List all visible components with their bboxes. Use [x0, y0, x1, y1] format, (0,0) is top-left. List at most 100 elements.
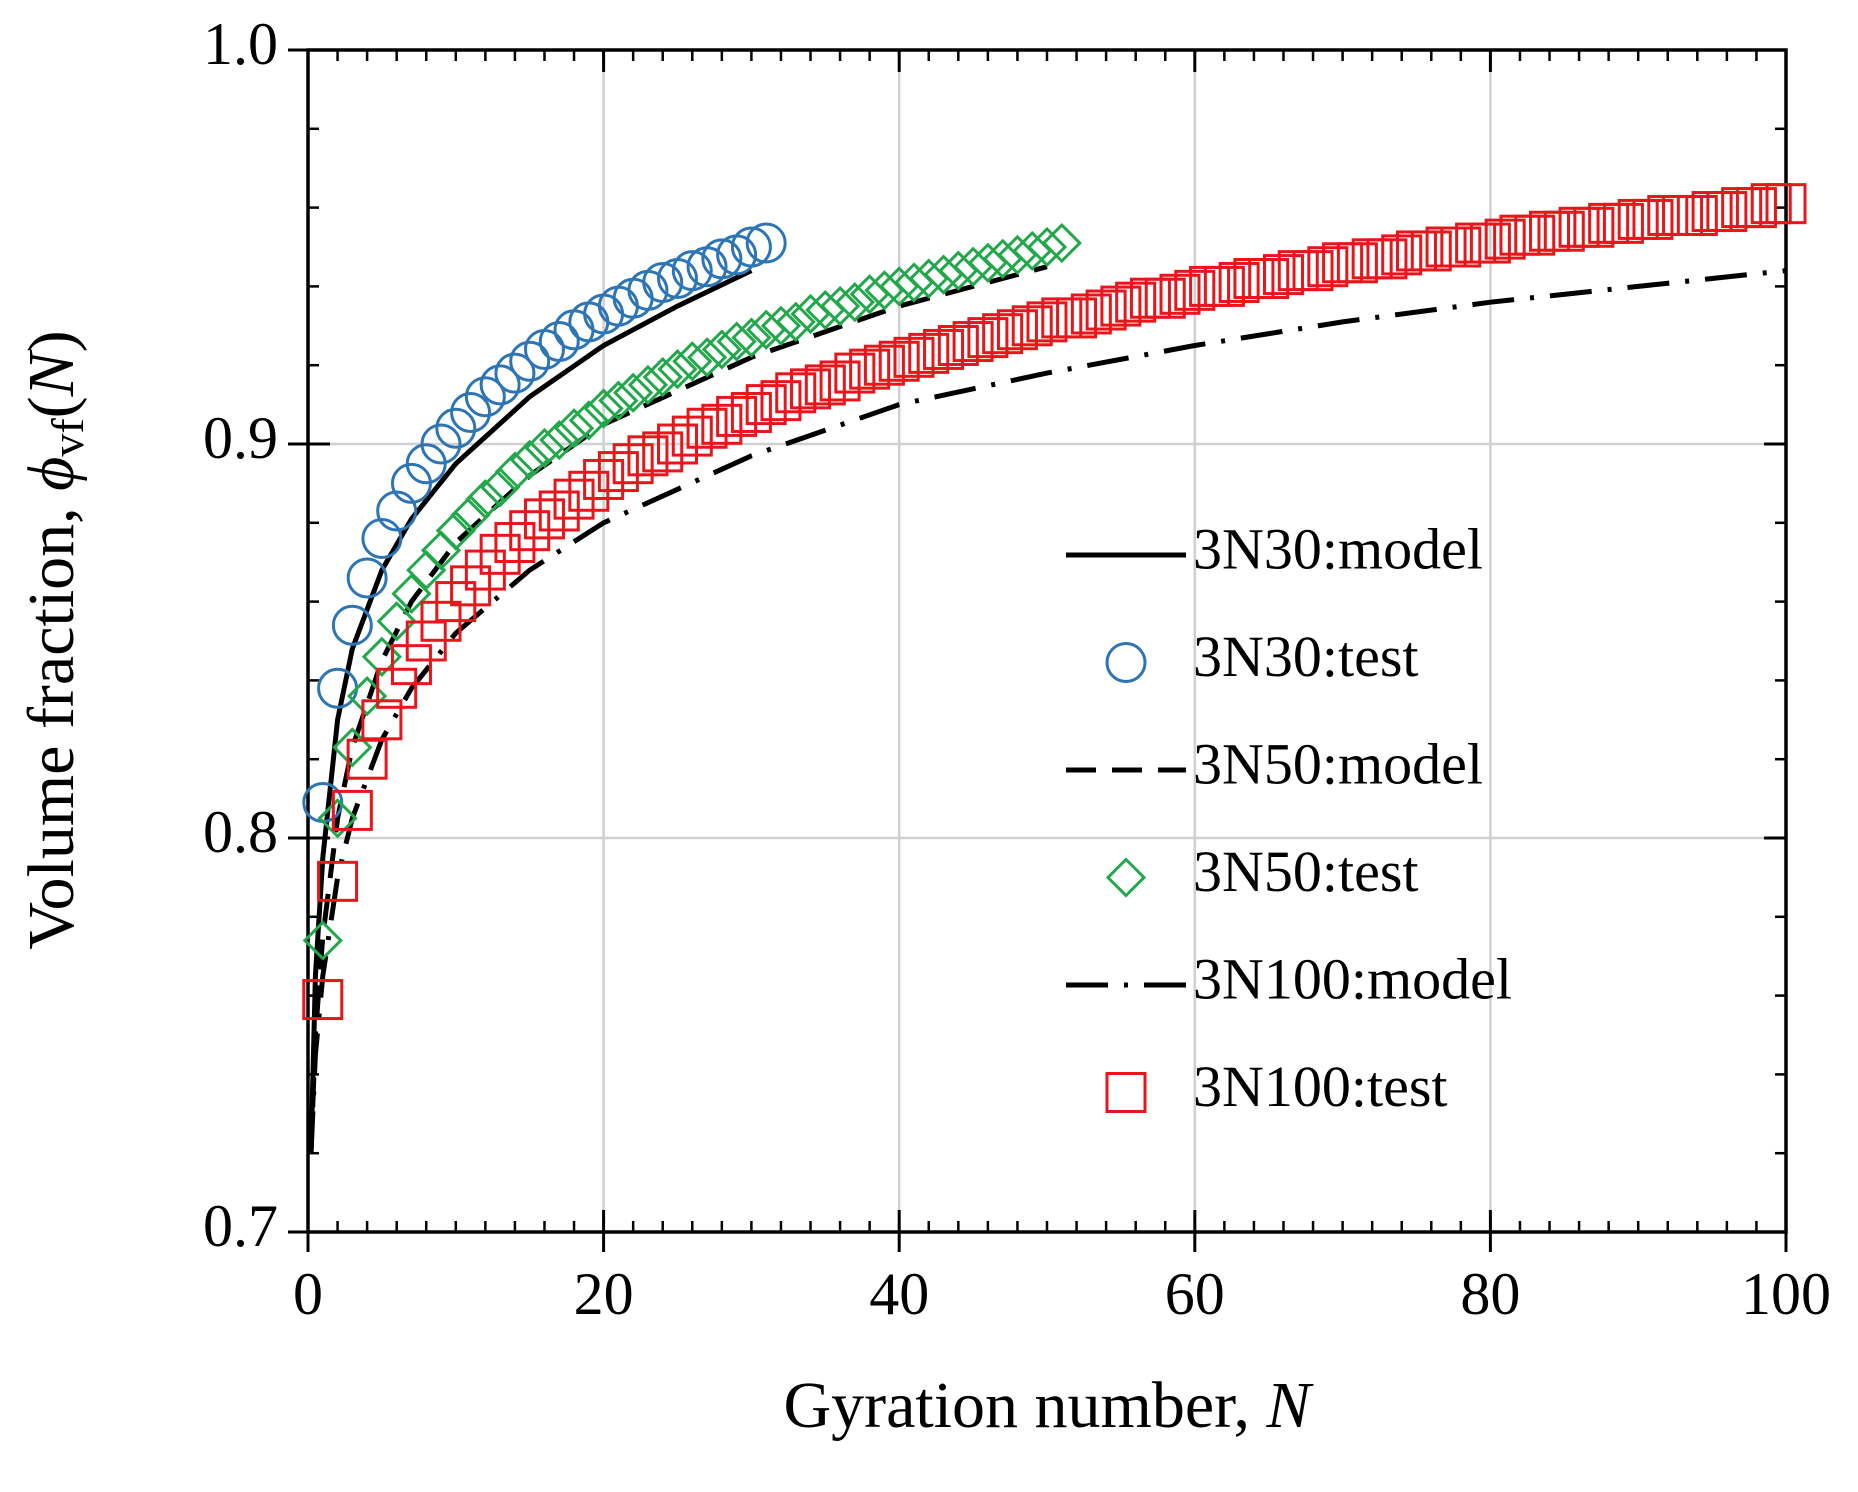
marker — [863, 344, 905, 386]
marker — [1115, 281, 1157, 323]
marker — [1218, 261, 1260, 303]
marker — [1514, 214, 1556, 256]
marker — [1425, 226, 1467, 268]
marker — [450, 565, 492, 607]
legend-label: 3N50:model — [1193, 731, 1483, 796]
marker — [1233, 258, 1275, 300]
marker — [361, 518, 403, 560]
x-tick-label: 20 — [574, 1261, 634, 1327]
marker — [1041, 297, 1083, 339]
marker — [775, 372, 817, 414]
marker — [331, 604, 373, 646]
x-tick-label: 40 — [869, 1261, 929, 1327]
marker — [420, 423, 462, 465]
marker — [1602, 202, 1644, 244]
marker — [331, 789, 373, 831]
x-tick-label: 100 — [1741, 1261, 1831, 1327]
marker — [1396, 230, 1437, 272]
model-lines — [308, 264, 1787, 1154]
marker — [952, 321, 994, 363]
marker — [346, 557, 388, 599]
marker — [1026, 301, 1068, 343]
marker — [849, 348, 891, 390]
marker — [745, 222, 787, 264]
marker — [701, 238, 743, 280]
marker — [996, 309, 1038, 351]
marker — [745, 384, 787, 426]
marker — [480, 467, 521, 508]
marker — [538, 321, 580, 363]
y-label-symbol: ϕ — [15, 457, 88, 491]
marker — [730, 226, 772, 268]
marker — [716, 395, 758, 437]
legend-label: 3N50:test — [1193, 839, 1419, 904]
marker — [1105, 642, 1147, 683]
marker — [1765, 183, 1807, 225]
marker — [361, 699, 403, 741]
marker — [1307, 246, 1349, 288]
marker — [465, 479, 506, 520]
marker — [494, 451, 536, 492]
marker — [1277, 250, 1319, 292]
marker — [1735, 187, 1777, 229]
marker — [967, 317, 1009, 359]
x-axis-label: Gyration number, N — [783, 1369, 1314, 1442]
marker — [923, 328, 965, 370]
marker — [1105, 1072, 1147, 1113]
marker — [1573, 206, 1615, 248]
marker — [317, 860, 359, 902]
marker — [317, 667, 359, 709]
marker — [834, 352, 876, 394]
marker — [1381, 234, 1423, 276]
marker — [1484, 218, 1526, 260]
marker — [376, 490, 418, 532]
marker — [627, 364, 669, 406]
marker — [1336, 242, 1378, 284]
marker — [671, 250, 713, 292]
marker — [450, 494, 491, 536]
marker — [1056, 297, 1098, 339]
marker — [672, 341, 713, 382]
y-label-arg: N — [15, 348, 88, 397]
marker — [908, 332, 950, 374]
marker — [1529, 210, 1571, 252]
marker — [1085, 289, 1127, 331]
marker — [539, 419, 580, 461]
marker — [1248, 258, 1290, 300]
marker — [376, 667, 418, 709]
marker — [893, 336, 935, 378]
y-tick-label: 0.7 — [203, 1193, 278, 1259]
y-tick-label: 0.8 — [203, 799, 278, 865]
marker — [1721, 187, 1763, 229]
marker — [391, 573, 432, 614]
y-tick-label: 0.9 — [203, 405, 278, 471]
marker — [435, 510, 476, 551]
x-label-symbol: N — [1266, 1369, 1315, 1442]
marker — [1662, 194, 1704, 236]
test-markers — [302, 183, 1807, 1021]
x-tick-label: 60 — [1165, 1261, 1225, 1327]
marker — [937, 325, 979, 366]
model-line — [308, 268, 1787, 1154]
marker — [1011, 305, 1053, 347]
marker — [612, 443, 654, 485]
marker — [583, 388, 624, 429]
marker — [1647, 194, 1689, 236]
y-tick-label: 1.0 — [203, 11, 278, 77]
marker — [1558, 206, 1600, 248]
marker — [1144, 277, 1186, 319]
legend: 3N30:model 3N30:test 3N50:model 3N50:test 3N… — [1066, 516, 1512, 1119]
marker — [1322, 242, 1364, 284]
marker — [568, 301, 610, 343]
marker — [760, 380, 802, 422]
marker — [1189, 265, 1231, 307]
plot-frame — [306, 48, 1788, 1234]
marker — [1410, 230, 1452, 272]
marker — [1455, 222, 1497, 264]
marker — [1351, 238, 1393, 280]
marker — [390, 644, 432, 686]
legend-label: 3N30:test — [1193, 624, 1419, 689]
marker — [1070, 293, 1112, 335]
marker — [1159, 273, 1201, 315]
marker — [435, 407, 477, 449]
